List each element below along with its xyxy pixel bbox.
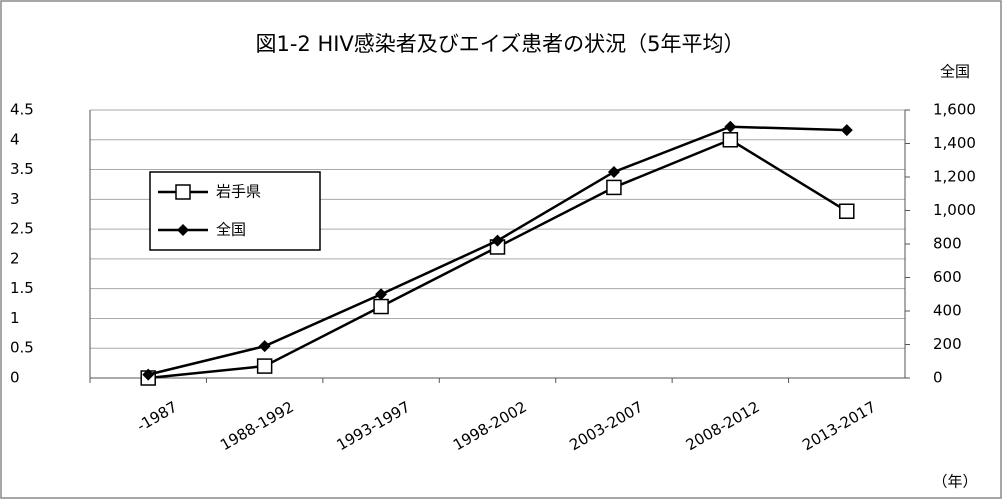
- y-tick-label: 2.5: [10, 220, 34, 238]
- legend-label: 全国: [216, 221, 246, 239]
- y2-tick-label: 0: [933, 369, 943, 387]
- y2-tick-label: 800: [933, 235, 962, 253]
- x-axis-label: （年）: [932, 473, 977, 491]
- legend-label: 岩手県: [216, 183, 261, 201]
- point: [258, 340, 271, 353]
- point: [142, 368, 155, 381]
- point: [373, 298, 389, 315]
- point: [375, 288, 388, 301]
- y-tick-label: 4: [10, 130, 20, 148]
- y2-tick-label: 600: [933, 268, 962, 286]
- chart-title: 図1-2 HIV感染者及びエイズ患者の状況（5年平均）: [255, 32, 744, 56]
- y2-tick-label: 1,400: [933, 134, 976, 152]
- y-tick-label: 3.5: [10, 160, 34, 178]
- point: [491, 234, 504, 247]
- y2-tick-label: 1,000: [933, 201, 976, 219]
- y-tick-label: 0.5: [10, 339, 34, 357]
- point: [606, 179, 622, 196]
- y2-axis-label: 全国: [940, 63, 970, 81]
- y2-tick-label: 200: [933, 335, 962, 353]
- point: [839, 203, 855, 219]
- point: [840, 124, 853, 137]
- y-tick-label: 3: [10, 190, 20, 208]
- point: [722, 132, 739, 148]
- y2-tick-label: 400: [933, 302, 962, 320]
- y-tick-label: 1: [10, 309, 20, 327]
- y2-tick-label: 1,200: [933, 168, 976, 186]
- point: [175, 184, 191, 200]
- point: [256, 358, 273, 374]
- y-tick-label: 4.5: [10, 101, 34, 119]
- y-tick-label: 1.5: [10, 279, 34, 297]
- y-tick-label: 2: [10, 249, 20, 267]
- point: [607, 165, 620, 178]
- point: [177, 224, 189, 236]
- point: [724, 120, 737, 133]
- y-tick-label: 0: [10, 369, 20, 387]
- y2-tick-label: 1,600: [933, 101, 976, 119]
